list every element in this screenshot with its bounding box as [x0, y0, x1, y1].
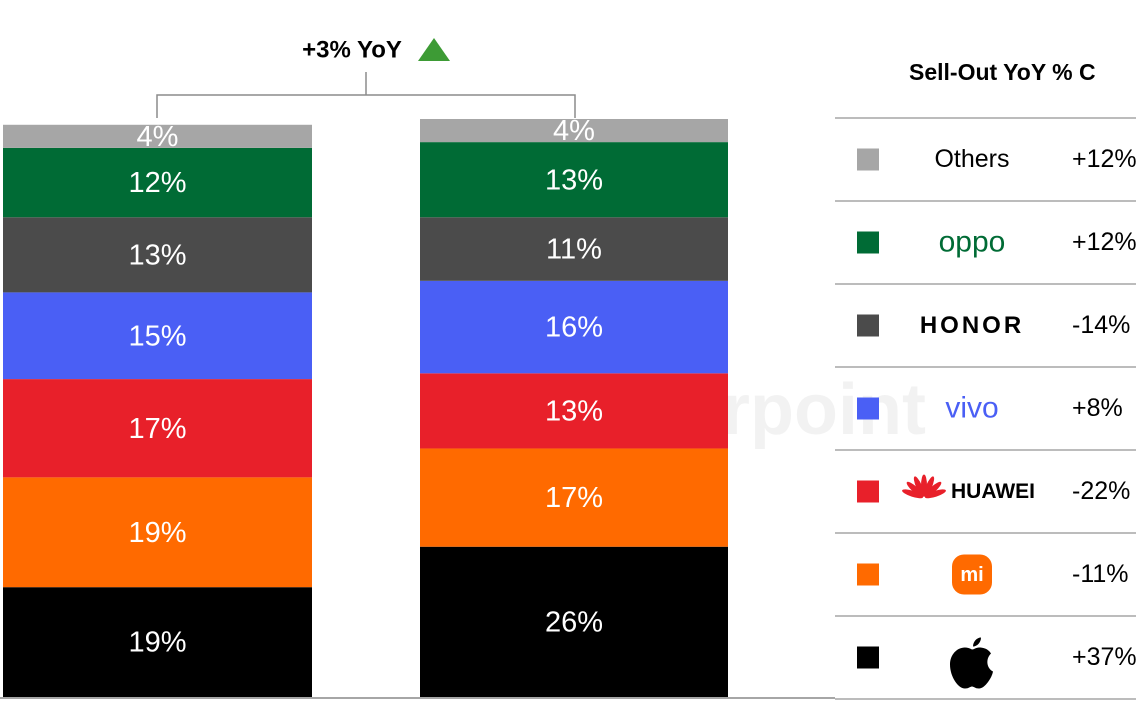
legend-swatch	[857, 563, 879, 586]
value-label: 13%	[545, 164, 603, 196]
bar-segment	[420, 373, 728, 449]
value-label: 4%	[137, 121, 179, 153]
bar-segment	[3, 147, 312, 218]
yoy-value: +8%	[1072, 394, 1123, 422]
huawei-petal	[906, 481, 924, 498]
yoy-value: -11%	[1072, 560, 1129, 588]
legend-name: HONOR	[920, 312, 1024, 339]
legend-swatch	[857, 397, 879, 420]
mi-badge	[952, 554, 992, 595]
value-label: 11%	[546, 234, 602, 266]
table-title: Sell-Out YoY % C	[909, 59, 1096, 85]
bar-segment	[3, 379, 312, 478]
value-label: 26%	[545, 607, 603, 639]
bar-segment	[3, 292, 312, 380]
bar-segment	[420, 142, 728, 218]
legend-name: oppo	[939, 225, 1006, 258]
bar-segment	[3, 124, 312, 148]
legend-swatch	[857, 646, 879, 669]
bar-segment	[420, 546, 728, 697]
legend-name: vivo	[945, 391, 998, 424]
apple-logo	[950, 637, 993, 689]
bar-segment	[420, 280, 728, 374]
annotation: +3% YoY	[302, 36, 402, 63]
value-label: 17%	[128, 413, 186, 445]
yoy-value: +12%	[1072, 228, 1136, 256]
legend-swatch	[857, 148, 879, 171]
huawei-petal	[924, 489, 946, 499]
legend-name: mi	[960, 564, 983, 586]
yoy-value: -22%	[1072, 477, 1130, 505]
value-label: 13%	[545, 396, 603, 428]
legend-swatch	[857, 480, 879, 503]
bar-segment	[3, 477, 312, 588]
legend-name: Others	[934, 145, 1009, 173]
bar-segment	[420, 119, 728, 143]
bar-segment	[3, 587, 312, 697]
huawei-petal	[923, 476, 935, 497]
value-label: 15%	[128, 320, 186, 352]
value-label: 16%	[545, 312, 603, 344]
yoy-value: -14%	[1072, 311, 1130, 339]
value-label: 19%	[128, 627, 186, 659]
value-label: 4%	[553, 115, 595, 147]
legend-name: HUAWEI	[951, 480, 1035, 503]
up-triangle	[418, 38, 450, 61]
bracket	[156, 94, 576, 118]
bar-segment	[420, 217, 728, 281]
huawei-petal	[924, 481, 942, 498]
legend-swatch	[857, 231, 879, 254]
value-label: 12%	[128, 167, 186, 199]
value-label: 17%	[545, 482, 603, 514]
legend-swatch	[857, 314, 879, 337]
value-label: 19%	[128, 517, 186, 549]
bar-segment	[3, 217, 312, 293]
yoy-value: +12%	[1072, 145, 1136, 173]
huawei-petal	[902, 489, 924, 499]
bar-segment	[420, 448, 728, 547]
yoy-value: +37%	[1072, 643, 1136, 671]
value-label: 13%	[128, 239, 186, 271]
